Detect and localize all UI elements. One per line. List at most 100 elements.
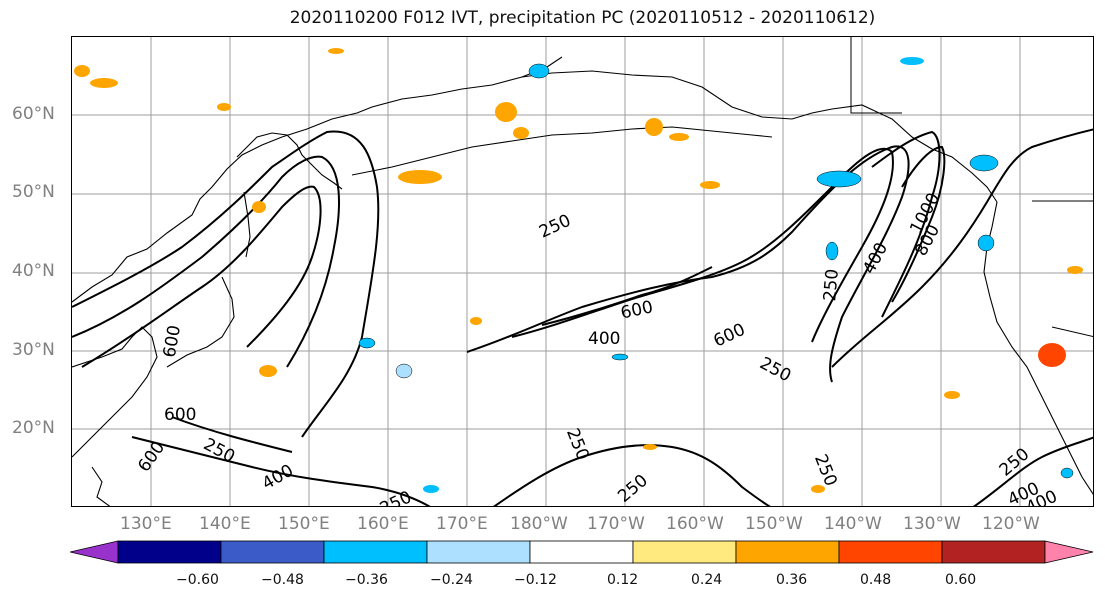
contour-label: 600 <box>711 320 749 352</box>
precip-patch-positive <box>470 317 482 325</box>
colorbar-segment <box>117 540 222 564</box>
lon-label-120w: 120°W <box>982 514 1040 534</box>
lon-label-150e: 150°E <box>278 514 330 534</box>
border-us-mexico <box>1051 326 1093 338</box>
lon-label-130w: 130°W <box>903 514 961 534</box>
precip-patch-positive <box>1067 266 1083 274</box>
graticule <box>72 37 1093 506</box>
ivt-contour-400-southeast <box>973 436 1093 506</box>
coast-alaska <box>521 70 998 203</box>
contour-label: 250 <box>996 444 1034 480</box>
ivt-contours <box>72 128 1093 506</box>
map-canvas: 250 400 600 600 400 600 250 250 400 800 … <box>72 37 1093 507</box>
precip-patch-positive <box>1038 343 1066 367</box>
contour-label: 250 <box>820 268 843 302</box>
colorbar-tick-label: −0.60 <box>176 572 219 588</box>
colorbar-segment <box>426 540 531 564</box>
precip-patch-positive <box>423 485 439 493</box>
coast-japan <box>166 276 235 368</box>
ivt-contour-800-east <box>871 130 941 318</box>
colorbar-extension-min <box>70 540 119 564</box>
map-title: 2020110200 F012 IVT, precipitation PC (2… <box>289 8 876 28</box>
border-alaska-canada <box>850 37 902 114</box>
precip-patch-positive <box>74 65 90 77</box>
colorbar-segment <box>735 540 840 564</box>
precip-patch-positive <box>328 48 344 54</box>
lat-label-60n: 60°N <box>12 104 55 124</box>
lon-label-140e: 140°E <box>199 514 251 534</box>
precip-patch-positive <box>669 133 689 141</box>
coast-philippines <box>91 466 111 506</box>
colorbar-tick-label: −0.24 <box>430 572 473 588</box>
coast-north-america <box>983 201 1093 495</box>
contour-label: 600 <box>164 405 196 425</box>
contour-labels: 250 400 600 600 400 600 250 250 400 800 … <box>134 190 1060 507</box>
precip-patch-negative <box>528 63 550 79</box>
precip-patch-positive <box>217 103 231 111</box>
colorbar-tick-label: 0.12 <box>607 572 639 588</box>
lon-label-160e: 160°E <box>357 514 409 534</box>
contour-label: 250 <box>756 353 794 386</box>
precip-patch-positive <box>513 127 529 139</box>
lon-label-180w: 180°W <box>510 514 568 534</box>
coast-korea-china <box>72 326 158 458</box>
colorbar-tick-label: 0.48 <box>860 572 892 588</box>
ivt-contour-400-sw <box>171 416 293 453</box>
colorbar-tick-label: −0.12 <box>514 572 557 588</box>
precip-patch-positive <box>700 181 720 189</box>
precip-patch-negative <box>1060 467 1074 479</box>
colorbar-segment <box>838 540 943 564</box>
precip-patch-negative <box>977 234 995 252</box>
precip-patch-negative <box>611 353 629 361</box>
contour-label: 250 <box>562 426 593 464</box>
precip-patch-positive <box>398 170 442 184</box>
coast-kamchatka <box>236 132 343 190</box>
precip-patch-positive <box>944 391 960 399</box>
lon-label-150w: 150°W <box>745 514 803 534</box>
precip-patch-positive <box>811 485 825 493</box>
ivt-contour-250-south <box>493 444 771 506</box>
colorbar-tick-label: 0.36 <box>776 572 808 588</box>
colorbar-segment <box>323 540 428 564</box>
precip-patch-negative <box>900 57 924 65</box>
precip-patch-negative <box>969 154 999 172</box>
precip-pc-patches <box>74 48 1083 493</box>
precip-patch-positive <box>90 78 118 88</box>
precip-patch-negative <box>816 170 862 188</box>
colorbar-tick-label: −0.36 <box>345 572 388 588</box>
precip-patch-positive <box>643 444 657 450</box>
coast-asia <box>72 56 563 303</box>
lat-label-30n: 30°N <box>12 340 55 360</box>
colorbar-segment <box>220 540 325 564</box>
contour-label: 600 <box>160 324 185 359</box>
ivt-contour-250-sw <box>131 436 431 506</box>
colorbar-segment <box>632 540 737 564</box>
contour-label: 400 <box>259 461 297 495</box>
map-panel: 250 400 600 600 400 600 250 250 400 800 … <box>71 36 1094 507</box>
precip-patch-positive <box>495 102 517 122</box>
contour-label: 400 <box>588 329 620 349</box>
ivt-contour-600-west <box>81 185 322 368</box>
precip-patch-negative <box>358 337 376 349</box>
colorbar-tick-label: 0.24 <box>691 572 723 588</box>
contour-label: 250 <box>614 471 652 507</box>
ivt-contour-250-central <box>466 145 910 383</box>
lon-label-170w: 170°W <box>587 514 645 534</box>
colorbar-tick-label: −0.48 <box>261 572 304 588</box>
precip-patch-negative <box>825 241 839 261</box>
ivt-contour-250-east <box>831 128 1093 368</box>
colorbar-segment <box>529 540 634 564</box>
precip-patch-negative <box>395 363 413 379</box>
contour-label: 600 <box>134 438 169 476</box>
colorbar <box>70 540 1094 564</box>
borders <box>850 37 1093 338</box>
ivt-contour-1000-east <box>891 145 946 303</box>
ivt-contour-400-west <box>72 155 340 368</box>
lat-label-40n: 40°N <box>12 261 55 281</box>
precip-patch-positive <box>645 118 663 136</box>
colorbar-extension-max <box>1044 540 1094 564</box>
lon-label-170e: 170°E <box>436 514 488 534</box>
precip-patch-positive <box>252 201 266 213</box>
colorbar-segment <box>941 540 1046 564</box>
colorbar-tick-label: 0.60 <box>945 572 977 588</box>
